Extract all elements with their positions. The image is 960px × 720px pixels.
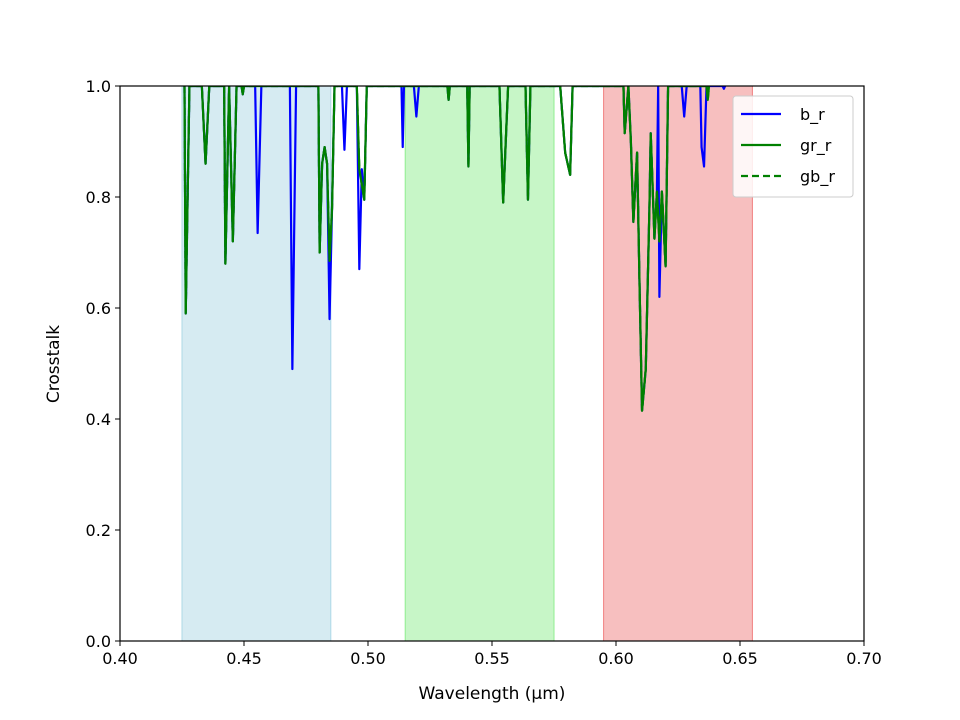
legend-box xyxy=(732,95,854,198)
y-tick-label: 0.4 xyxy=(86,410,111,429)
x-tick-label: 0.60 xyxy=(598,649,634,668)
x-tick-label: 0.55 xyxy=(474,649,510,668)
y-tick-label: 0.8 xyxy=(86,188,111,207)
wavelength-band-2 xyxy=(404,85,555,642)
legend-label-gb-r: gb_r xyxy=(800,167,835,187)
data-series-lines xyxy=(183,86,727,412)
y-tick-label: 0.2 xyxy=(86,521,111,540)
y-tick-label: 0.6 xyxy=(86,299,111,318)
x-tick-label: 0.65 xyxy=(722,649,758,668)
series-line-gb-r xyxy=(183,86,711,412)
y-tick-label: 1.0 xyxy=(86,77,111,96)
legend: b_r gr_r gb_r xyxy=(732,95,854,198)
legend-label-gr-r: gr_r xyxy=(800,136,832,156)
legend-entries: b_r gr_r gb_r xyxy=(741,105,835,187)
y-axis-label: Crosstalk xyxy=(44,325,64,403)
y-tick-label: 0.0 xyxy=(86,632,111,651)
x-tick-label: 0.50 xyxy=(350,649,386,668)
x-tick-label: 0.40 xyxy=(102,649,138,668)
x-tick-label: 0.45 xyxy=(226,649,262,668)
wavelength-bands xyxy=(181,85,753,642)
y-axis-ticks: 0.0 0.2 0.4 0.6 0.8 1.0 xyxy=(86,77,120,651)
x-tick-label: 0.70 xyxy=(846,649,882,668)
x-axis-ticks: 0.40 0.45 0.50 0.55 0.60 0.65 0.70 xyxy=(102,641,882,668)
legend-label-b-r: b_r xyxy=(800,105,825,125)
wavelength-band-3 xyxy=(603,85,753,642)
x-axis-label: Wavelength (μm) xyxy=(419,684,566,704)
